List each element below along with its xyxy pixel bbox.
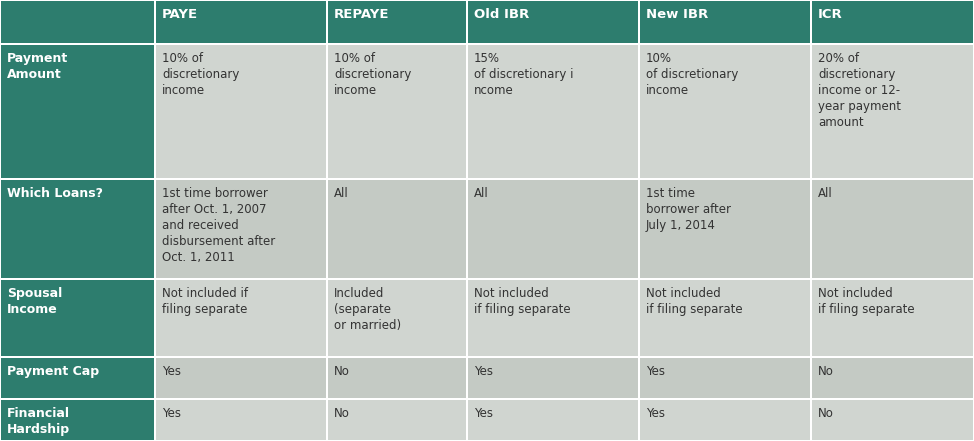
Text: Yes: Yes: [646, 365, 665, 378]
Bar: [1, 180, 154, 278]
Bar: [327, 400, 467, 440]
Bar: [156, 280, 326, 356]
Bar: [640, 45, 810, 178]
Text: Financial
Hardship: Financial Hardship: [7, 407, 70, 436]
Bar: [468, 180, 638, 278]
Text: 10% of
discretionary
income: 10% of discretionary income: [162, 52, 240, 97]
Text: 1st time
borrower after
July 1, 2014: 1st time borrower after July 1, 2014: [646, 187, 731, 232]
Bar: [468, 400, 638, 440]
Text: 20% of
discretionary
income or 12-
year payment
amount: 20% of discretionary income or 12- year …: [818, 52, 901, 129]
Text: No: No: [818, 365, 834, 378]
Bar: [640, 358, 810, 398]
Bar: [1, 1, 154, 43]
Text: All: All: [334, 187, 349, 200]
Text: ICR: ICR: [818, 8, 843, 21]
Text: 10%
of discretionary
income: 10% of discretionary income: [646, 52, 738, 97]
Bar: [1, 280, 154, 356]
Bar: [156, 358, 326, 398]
Text: Included
(separate
or married): Included (separate or married): [334, 287, 401, 332]
Text: Not included
if filing separate: Not included if filing separate: [646, 287, 742, 316]
Bar: [1, 400, 154, 440]
Text: REPAYE: REPAYE: [334, 8, 390, 21]
Bar: [156, 45, 326, 178]
Text: Spousal
Income: Spousal Income: [7, 287, 62, 316]
Text: 10% of
discretionary
income: 10% of discretionary income: [334, 52, 411, 97]
Bar: [640, 400, 810, 440]
Bar: [811, 45, 973, 178]
Bar: [811, 400, 973, 440]
Bar: [468, 280, 638, 356]
Bar: [327, 358, 467, 398]
Text: Not included
if filing separate: Not included if filing separate: [818, 287, 915, 316]
Text: Yes: Yes: [646, 407, 665, 420]
Bar: [327, 280, 467, 356]
Text: Which Loans?: Which Loans?: [7, 187, 103, 200]
Bar: [1, 358, 154, 398]
Text: 1st time borrower
after Oct. 1, 2007
and received
disbursement after
Oct. 1, 201: 1st time borrower after Oct. 1, 2007 and…: [162, 187, 276, 264]
Bar: [156, 180, 326, 278]
Bar: [468, 358, 638, 398]
Text: New IBR: New IBR: [646, 8, 708, 21]
Text: Payment
Amount: Payment Amount: [7, 52, 68, 81]
Bar: [327, 180, 467, 278]
Text: 15%
of discretionary i
ncome: 15% of discretionary i ncome: [474, 52, 574, 97]
Text: Yes: Yes: [474, 365, 493, 378]
Text: Not included if
filing separate: Not included if filing separate: [162, 287, 248, 316]
Text: Yes: Yes: [162, 407, 181, 420]
Bar: [1, 45, 154, 178]
Bar: [640, 280, 810, 356]
Text: Not included
if filing separate: Not included if filing separate: [474, 287, 571, 316]
Text: No: No: [334, 407, 350, 420]
Bar: [811, 280, 973, 356]
Bar: [156, 400, 326, 440]
Bar: [811, 358, 973, 398]
Text: All: All: [818, 187, 833, 200]
Bar: [811, 1, 973, 43]
Bar: [327, 45, 467, 178]
Bar: [468, 45, 638, 178]
Text: Yes: Yes: [162, 365, 181, 378]
Text: No: No: [334, 365, 350, 378]
Text: Old IBR: Old IBR: [474, 8, 529, 21]
Text: Payment Cap: Payment Cap: [7, 365, 99, 378]
Bar: [640, 180, 810, 278]
Bar: [156, 1, 326, 43]
Text: Yes: Yes: [474, 407, 493, 420]
Text: No: No: [818, 407, 834, 420]
Bar: [327, 1, 467, 43]
Bar: [640, 1, 810, 43]
Bar: [811, 180, 973, 278]
Text: PAYE: PAYE: [162, 8, 198, 21]
Text: All: All: [474, 187, 489, 200]
Bar: [468, 1, 638, 43]
